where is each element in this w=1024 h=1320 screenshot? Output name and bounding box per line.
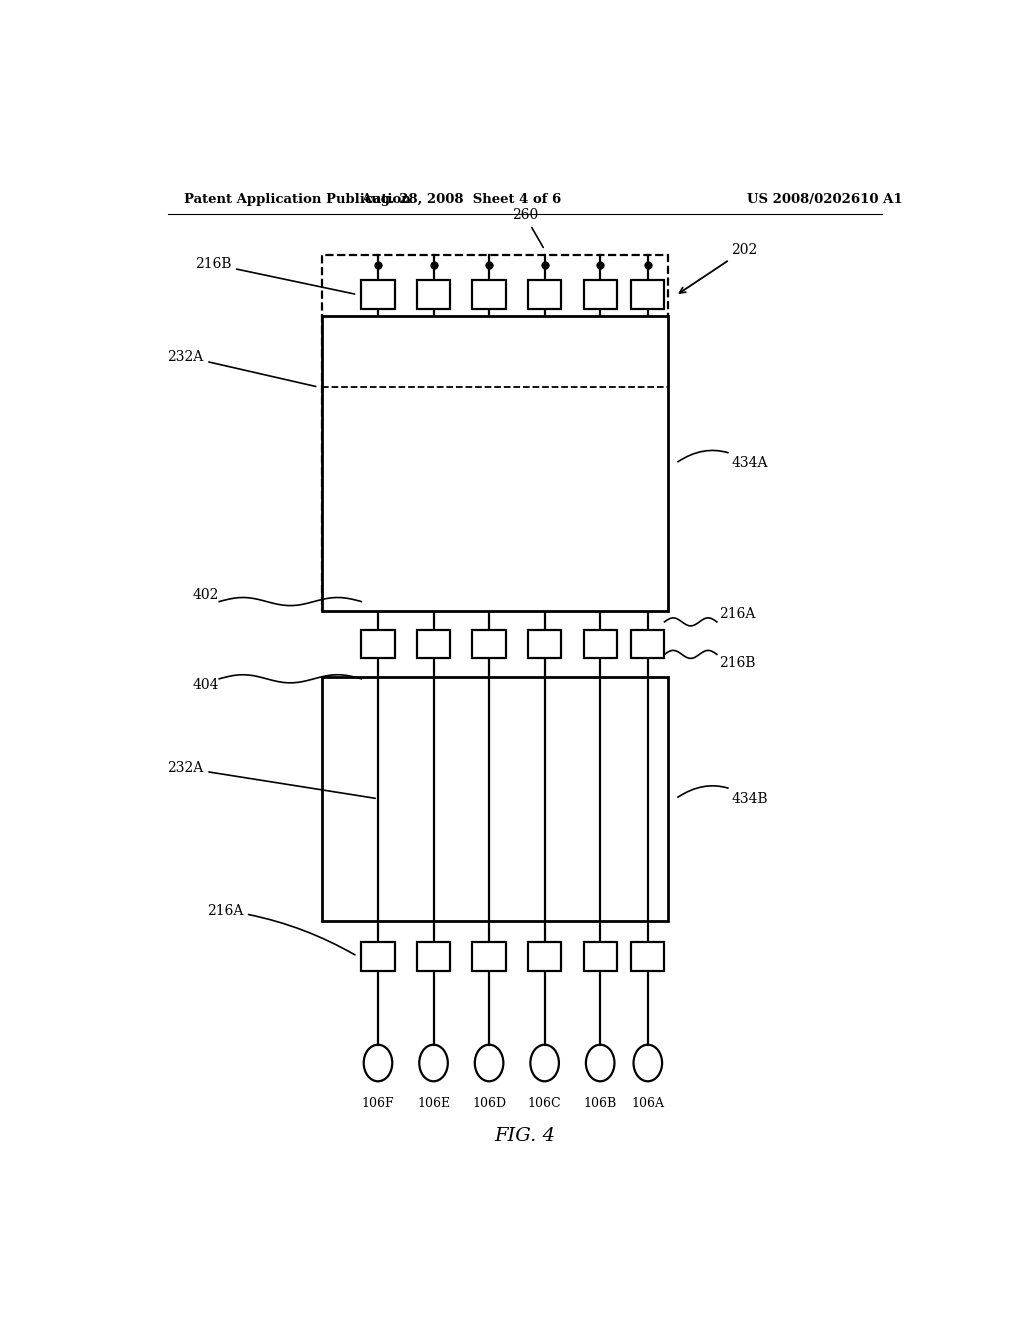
Text: 106B: 106B: [584, 1097, 616, 1110]
Text: 232A: 232A: [167, 350, 315, 387]
Text: 232A: 232A: [167, 762, 375, 799]
Text: US 2008/0202610 A1: US 2008/0202610 A1: [748, 193, 902, 206]
Bar: [472, 280, 506, 309]
Bar: [472, 630, 506, 659]
Bar: [323, 315, 668, 611]
Text: 106C: 106C: [527, 1097, 561, 1110]
Text: 216A: 216A: [207, 903, 355, 954]
Bar: [584, 630, 616, 659]
Text: 260: 260: [512, 209, 544, 247]
Bar: [472, 942, 506, 970]
Text: FIG. 4: FIG. 4: [495, 1127, 555, 1146]
Bar: [323, 677, 668, 921]
Text: 402: 402: [193, 589, 219, 602]
Text: 106D: 106D: [472, 1097, 506, 1110]
Text: 106E: 106E: [417, 1097, 451, 1110]
Bar: [528, 630, 561, 659]
Bar: [361, 630, 394, 659]
Bar: [631, 280, 665, 309]
Bar: [584, 942, 616, 970]
Bar: [417, 280, 451, 309]
Text: 434B: 434B: [678, 785, 768, 805]
Text: 202: 202: [680, 243, 758, 293]
Text: Patent Application Publication: Patent Application Publication: [183, 193, 411, 206]
Bar: [528, 280, 561, 309]
Text: 216A: 216A: [719, 607, 756, 620]
Bar: [361, 942, 394, 970]
Text: 434A: 434A: [678, 450, 768, 470]
Bar: [417, 942, 451, 970]
Bar: [528, 942, 561, 970]
Text: 216B: 216B: [195, 257, 354, 294]
Text: 404: 404: [193, 678, 219, 692]
Text: 106A: 106A: [632, 1097, 665, 1110]
Bar: [417, 630, 451, 659]
Bar: [631, 942, 665, 970]
Bar: [584, 280, 616, 309]
Bar: [361, 280, 394, 309]
Text: 216B: 216B: [719, 656, 756, 669]
Bar: [323, 255, 668, 611]
Text: Aug. 28, 2008  Sheet 4 of 6: Aug. 28, 2008 Sheet 4 of 6: [361, 193, 561, 206]
Bar: [631, 630, 665, 659]
Text: 106F: 106F: [361, 1097, 394, 1110]
